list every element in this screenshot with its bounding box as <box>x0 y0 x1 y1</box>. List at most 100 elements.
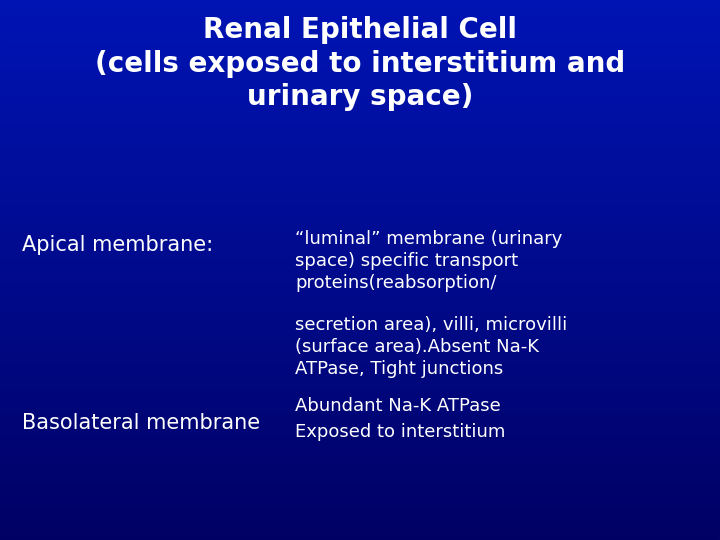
Bar <box>0 192 720 194</box>
Bar <box>0 227 720 229</box>
Bar <box>0 65 720 68</box>
Bar <box>0 421 720 424</box>
Bar <box>0 518 720 521</box>
Bar <box>0 265 720 267</box>
Bar <box>0 340 720 343</box>
Bar <box>0 232 720 235</box>
Bar <box>0 254 720 256</box>
Bar <box>0 5 720 8</box>
Bar <box>0 189 720 192</box>
Bar <box>0 76 720 78</box>
Bar <box>0 397 720 400</box>
Bar <box>0 24 720 27</box>
Bar <box>0 127 720 130</box>
Bar <box>0 475 720 478</box>
Bar <box>0 162 720 165</box>
Bar <box>0 394 720 397</box>
Bar <box>0 327 720 329</box>
Bar <box>0 43 720 46</box>
Bar <box>0 81 720 84</box>
Bar <box>0 256 720 259</box>
Bar <box>0 437 720 440</box>
Bar <box>0 508 720 510</box>
Bar <box>0 472 720 475</box>
Bar <box>0 59 720 62</box>
Bar <box>0 38 720 40</box>
Bar <box>0 73 720 76</box>
Bar <box>0 416 720 418</box>
Bar <box>0 146 720 148</box>
Bar <box>0 202 720 205</box>
Bar <box>0 321 720 324</box>
Bar <box>0 502 720 505</box>
Bar <box>0 54 720 57</box>
Bar <box>0 130 720 132</box>
Bar <box>0 364 720 367</box>
Bar <box>0 132 720 135</box>
Bar <box>0 400 720 402</box>
Bar <box>0 35 720 38</box>
Bar <box>0 154 720 157</box>
Bar <box>0 413 720 416</box>
Bar <box>0 0 720 3</box>
Bar <box>0 335 720 338</box>
Bar <box>0 481 720 483</box>
Bar <box>0 219 720 221</box>
Bar <box>0 297 720 300</box>
Bar <box>0 238 720 240</box>
Bar <box>0 446 720 448</box>
Bar <box>0 289 720 292</box>
Bar <box>0 367 720 370</box>
Bar <box>0 535 720 537</box>
Bar <box>0 46 720 49</box>
Bar <box>0 235 720 238</box>
Bar <box>0 197 720 200</box>
Bar <box>0 108 720 111</box>
Bar <box>0 302 720 305</box>
Bar <box>0 178 720 181</box>
Bar <box>0 494 720 497</box>
Bar <box>0 122 720 124</box>
Bar <box>0 467 720 470</box>
Bar <box>0 532 720 535</box>
Bar <box>0 529 720 532</box>
Bar <box>0 451 720 454</box>
Bar <box>0 243 720 246</box>
Bar <box>0 143 720 146</box>
Bar <box>0 410 720 413</box>
Bar <box>0 138 720 140</box>
Bar <box>0 116 720 119</box>
Text: Basolateral membrane: Basolateral membrane <box>22 413 260 433</box>
Bar <box>0 111 720 113</box>
Text: Apical membrane:: Apical membrane: <box>22 235 212 255</box>
Bar <box>0 524 720 526</box>
Bar <box>0 11 720 14</box>
Bar <box>0 440 720 443</box>
Bar <box>0 186 720 189</box>
Bar <box>0 170 720 173</box>
Bar <box>0 251 720 254</box>
Bar <box>0 292 720 294</box>
Bar <box>0 329 720 332</box>
Bar <box>0 97 720 100</box>
Bar <box>0 526 720 529</box>
Bar <box>0 224 720 227</box>
Bar <box>0 92 720 94</box>
Bar <box>0 70 720 73</box>
Bar <box>0 383 720 386</box>
Bar <box>0 208 720 211</box>
Bar <box>0 456 720 459</box>
Bar <box>0 389 720 392</box>
Bar <box>0 405 720 408</box>
Bar <box>0 505 720 508</box>
Bar <box>0 491 720 494</box>
Bar <box>0 448 720 451</box>
Bar <box>0 286 720 289</box>
Bar <box>0 194 720 197</box>
Bar <box>0 375 720 378</box>
Bar <box>0 305 720 308</box>
Bar <box>0 427 720 429</box>
Bar <box>0 30 720 32</box>
Bar <box>0 454 720 456</box>
Bar <box>0 294 720 297</box>
